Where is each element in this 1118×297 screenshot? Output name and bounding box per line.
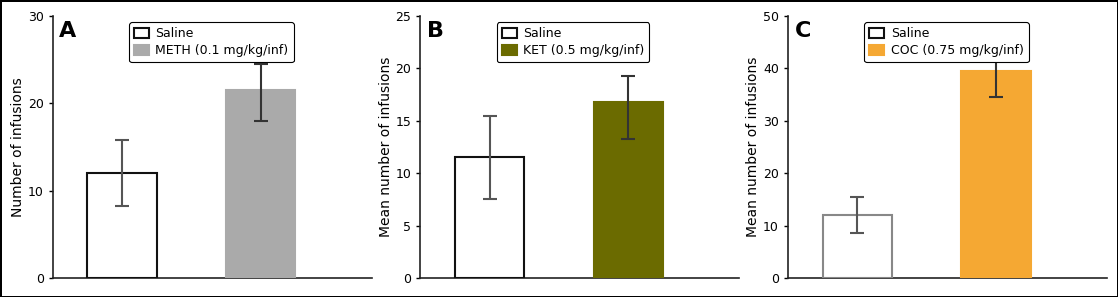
Bar <box>961 71 1031 278</box>
Bar <box>594 102 663 278</box>
Bar <box>455 157 524 278</box>
Text: ***: *** <box>984 23 1008 38</box>
Bar <box>226 90 295 278</box>
Bar <box>823 215 892 278</box>
Y-axis label: Number of infusions: Number of infusions <box>11 77 25 217</box>
Bar <box>87 173 157 278</box>
Y-axis label: Mean number of infusions: Mean number of infusions <box>379 57 392 237</box>
Legend: Saline, KET (0.5 mg/kg/inf): Saline, KET (0.5 mg/kg/inf) <box>496 22 650 62</box>
Text: A: A <box>59 21 76 41</box>
Text: B: B <box>427 21 444 41</box>
Legend: Saline, COC (0.75 mg/kg/inf): Saline, COC (0.75 mg/kg/inf) <box>864 22 1029 62</box>
Text: C: C <box>795 21 811 41</box>
Y-axis label: Mean number of infusions: Mean number of infusions <box>746 57 760 237</box>
Legend: Saline, METH (0.1 mg/kg/inf): Saline, METH (0.1 mg/kg/inf) <box>130 22 294 62</box>
